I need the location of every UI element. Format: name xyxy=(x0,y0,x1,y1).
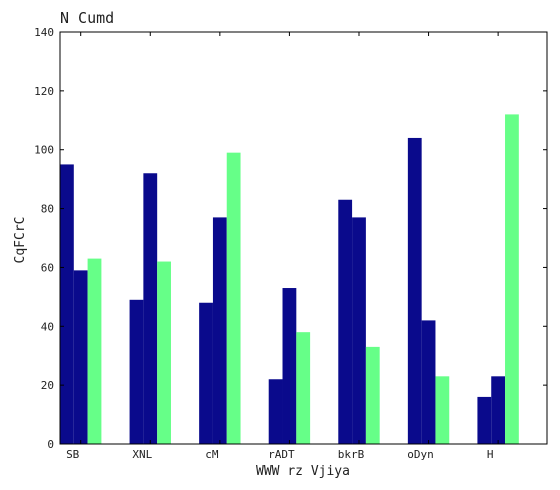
x-tick-label: XNL xyxy=(132,448,152,461)
y-tick-label: 0 xyxy=(47,438,54,451)
y-tick-label: 40 xyxy=(41,320,54,333)
y-tick-label: 140 xyxy=(34,26,54,39)
x-tick-label: oDyn xyxy=(407,448,434,461)
bar-bkrB-s3 xyxy=(365,346,380,444)
bar-XNL-s1 xyxy=(129,299,144,444)
y-tick-label: 100 xyxy=(34,144,54,157)
bar-H-s1 xyxy=(477,396,492,444)
bar-XNL-s2 xyxy=(143,173,158,444)
bar-rADT-s2 xyxy=(282,288,297,444)
bar-bkrB-s2 xyxy=(352,217,366,444)
bar-H-s2 xyxy=(491,376,506,444)
y-tick-label: 20 xyxy=(41,379,54,392)
x-tick-label: SB xyxy=(66,448,80,461)
bar-SB-s3 xyxy=(87,258,102,444)
bar-rADT-s3 xyxy=(296,332,311,444)
x-tick-label: cM xyxy=(205,448,219,461)
y-axis-ticks: 0 20 40 60 80 100 120 140 xyxy=(34,26,547,451)
bars-group xyxy=(60,114,519,445)
x-axis-ticks: SB XNL cM rADT bkrB oDyn H xyxy=(66,32,499,461)
x-tick-label: bkrB xyxy=(338,448,365,461)
y-tick-label: 120 xyxy=(34,85,54,98)
bar-cM-s2 xyxy=(212,217,227,444)
bar-cM-s1 xyxy=(199,302,213,444)
chart-title: N Cumd xyxy=(60,9,114,27)
bar-H-s3 xyxy=(505,114,519,445)
x-tick-label: H xyxy=(487,448,494,461)
x-axis-label: WWW rz Vjiya xyxy=(256,464,350,479)
y-tick-label: 80 xyxy=(41,203,54,216)
bar-oDyn-s1 xyxy=(407,137,422,444)
bar-rADT-s1 xyxy=(268,379,283,444)
bar-cM-s3 xyxy=(226,152,241,444)
bar-bkrB-s1 xyxy=(338,199,353,444)
plot-frame xyxy=(59,31,548,445)
bar-oDyn-s2 xyxy=(421,320,436,444)
y-axis-label: CqFCrC xyxy=(13,217,28,264)
bar-SB-s2 xyxy=(73,270,88,444)
y-tick-label: 60 xyxy=(41,261,54,274)
bar-SB-s1 xyxy=(60,164,74,444)
x-tick-label: rADT xyxy=(268,448,295,461)
bar-oDyn-s3 xyxy=(435,376,450,444)
bar-XNL-s3 xyxy=(157,261,171,444)
